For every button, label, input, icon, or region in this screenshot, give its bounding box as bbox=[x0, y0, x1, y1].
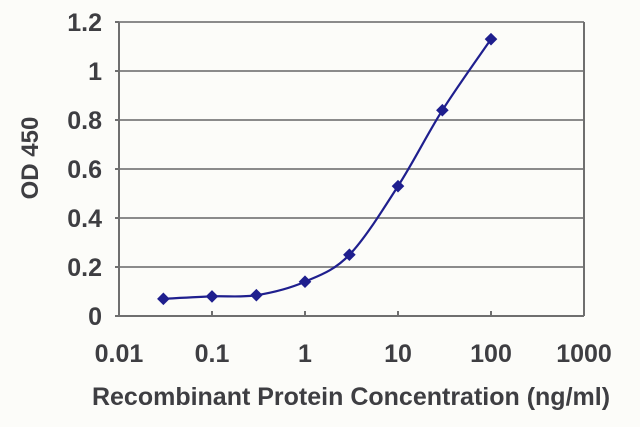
data-point-marker bbox=[298, 275, 312, 289]
x-tick-label: 0.01 bbox=[95, 340, 144, 368]
data-point-marker bbox=[484, 32, 498, 46]
data-point-marker bbox=[391, 179, 405, 193]
data-point-marker bbox=[205, 290, 219, 303]
x-axis-title: Recombinant Protein Concentration (ng/ml… bbox=[91, 383, 611, 411]
y-tick-label: 0.2 bbox=[67, 254, 102, 282]
data-point-marker bbox=[250, 288, 263, 302]
x-tick-label: 100 bbox=[470, 340, 512, 368]
tick-marks bbox=[115, 21, 585, 317]
data-point-marker bbox=[343, 248, 356, 262]
y-tick-labels: 0 0.2 0.4 0.6 0.8 1 1.2 bbox=[67, 9, 102, 331]
data-point-marker bbox=[157, 292, 170, 306]
data-point-marker bbox=[436, 103, 449, 117]
x-tick-labels: 0.01 0.1 1 10 100 1000 bbox=[95, 340, 612, 368]
y-gridlines bbox=[119, 21, 584, 268]
x-tick-label: 1 bbox=[298, 340, 312, 368]
y-axis-title: OD 450 bbox=[17, 116, 44, 200]
x-tick-label: 0.1 bbox=[195, 340, 230, 368]
y-tick-label: 0 bbox=[88, 303, 102, 331]
data-point-markers bbox=[157, 32, 498, 306]
y-tick-label: 1 bbox=[88, 58, 102, 86]
y-tick-label: 0.8 bbox=[67, 107, 102, 135]
x-tick-label: 10 bbox=[384, 340, 412, 368]
y-tick-label: 1.2 bbox=[67, 9, 102, 37]
y-tick-label: 0.6 bbox=[67, 156, 102, 184]
y-tick-label: 0.4 bbox=[67, 205, 102, 233]
x-tick-label: 1000 bbox=[556, 340, 612, 368]
